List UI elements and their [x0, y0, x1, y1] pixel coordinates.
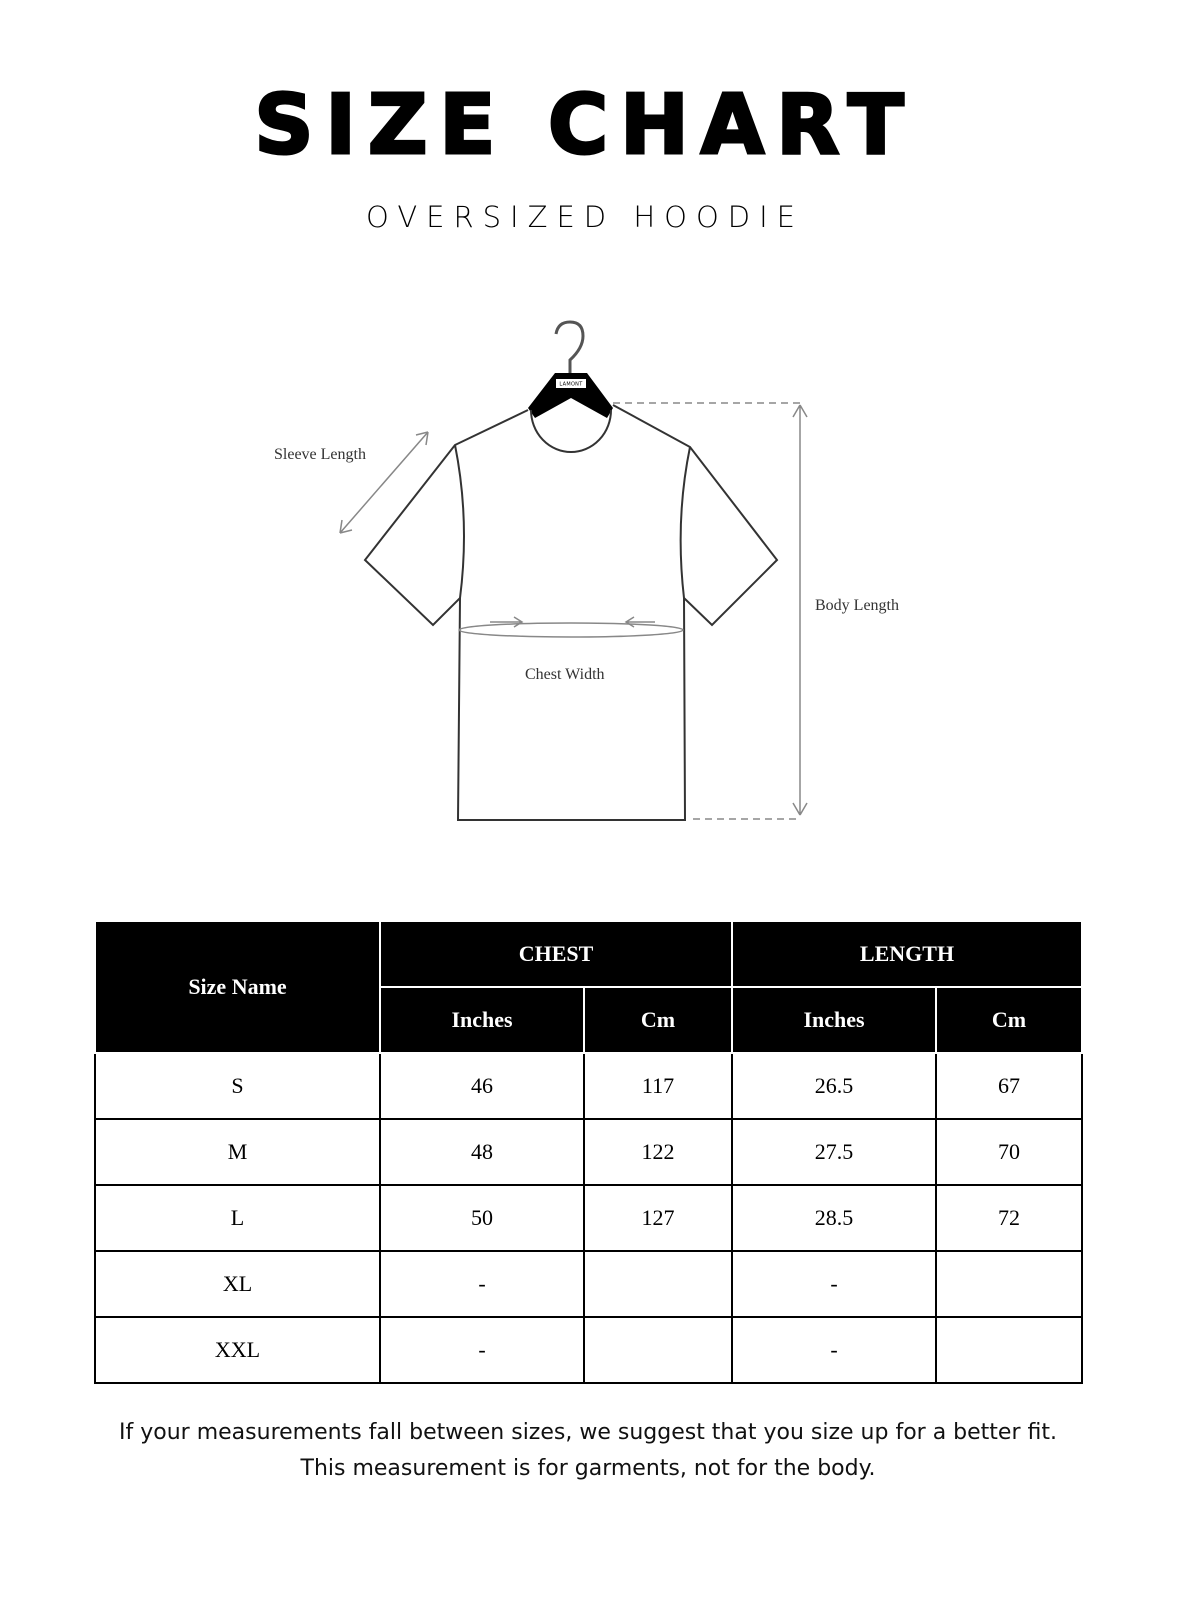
cell-chest-cm: 122 [583, 1118, 733, 1186]
hanger-icon: LAMONT [528, 320, 613, 418]
chest-cm-header: Cm [583, 986, 733, 1054]
table-row: XL - - [94, 1250, 1083, 1318]
body-length-label: Body Length [815, 597, 899, 614]
cell-length-cm [935, 1250, 1083, 1318]
cell-length-cm [935, 1316, 1083, 1384]
cell-length-in: 28.5 [731, 1184, 937, 1252]
cell-chest-in: 50 [379, 1184, 585, 1252]
cell-length-in: 27.5 [731, 1118, 937, 1186]
cell-chest-cm: 127 [583, 1184, 733, 1252]
cell-size: S [94, 1052, 381, 1120]
length-header: LENGTH [731, 920, 1083, 988]
garment-diagram: LAMONT Sleeve Length Body Length Chest W… [274, 320, 899, 821]
cell-length-cm: 67 [935, 1052, 1083, 1120]
cell-length-in: 26.5 [731, 1052, 937, 1120]
tshirt-outline [363, 404, 779, 821]
cell-size: M [94, 1118, 381, 1186]
size-table: Size Name CHEST LENGTH Inches Cm Inches … [94, 920, 1083, 1384]
chest-width-label: Chest Width [525, 666, 605, 683]
table-row: M 48 122 27.5 70 [94, 1118, 1083, 1186]
table-row: S 46 117 26.5 67 [94, 1052, 1083, 1120]
cell-length-in: - [731, 1250, 937, 1318]
sleeve-length-label: Sleeve Length [274, 446, 366, 463]
cell-chest-cm: 117 [583, 1052, 733, 1120]
cell-length-cm: 72 [935, 1184, 1083, 1252]
table-row: L 50 127 28.5 72 [94, 1184, 1083, 1252]
cell-chest-cm [583, 1250, 733, 1318]
measure-arrows [339, 402, 808, 820]
fit-note: If your measurements fall between sizes,… [0, 1415, 1176, 1487]
cell-chest-cm [583, 1316, 733, 1384]
cell-size: XL [94, 1250, 381, 1318]
cell-chest-in: 46 [379, 1052, 585, 1120]
fit-note-line-2: This measurement is for garments, not fo… [300, 1456, 876, 1481]
length-cm-header: Cm [935, 986, 1083, 1054]
size-name-header: Size Name [94, 920, 381, 1054]
cell-size: L [94, 1184, 381, 1252]
cell-chest-in: - [379, 1316, 585, 1384]
product-subtitle: OVERSIZED HOODIE [366, 200, 804, 234]
length-inches-header: Inches [731, 986, 937, 1054]
page-title: SIZE CHART [253, 77, 916, 175]
hanger-brand-label: LAMONT [559, 382, 583, 388]
cell-length-in: - [731, 1316, 937, 1384]
cell-chest-in: 48 [379, 1118, 585, 1186]
chest-inches-header: Inches [379, 986, 585, 1054]
fit-note-line-1: If your measurements fall between sizes,… [119, 1420, 1057, 1445]
table-row: XXL - - [94, 1316, 1083, 1384]
cell-chest-in: - [379, 1250, 585, 1318]
cell-size: XXL [94, 1316, 381, 1384]
chest-header: CHEST [379, 920, 733, 988]
cell-length-cm: 70 [935, 1118, 1083, 1186]
